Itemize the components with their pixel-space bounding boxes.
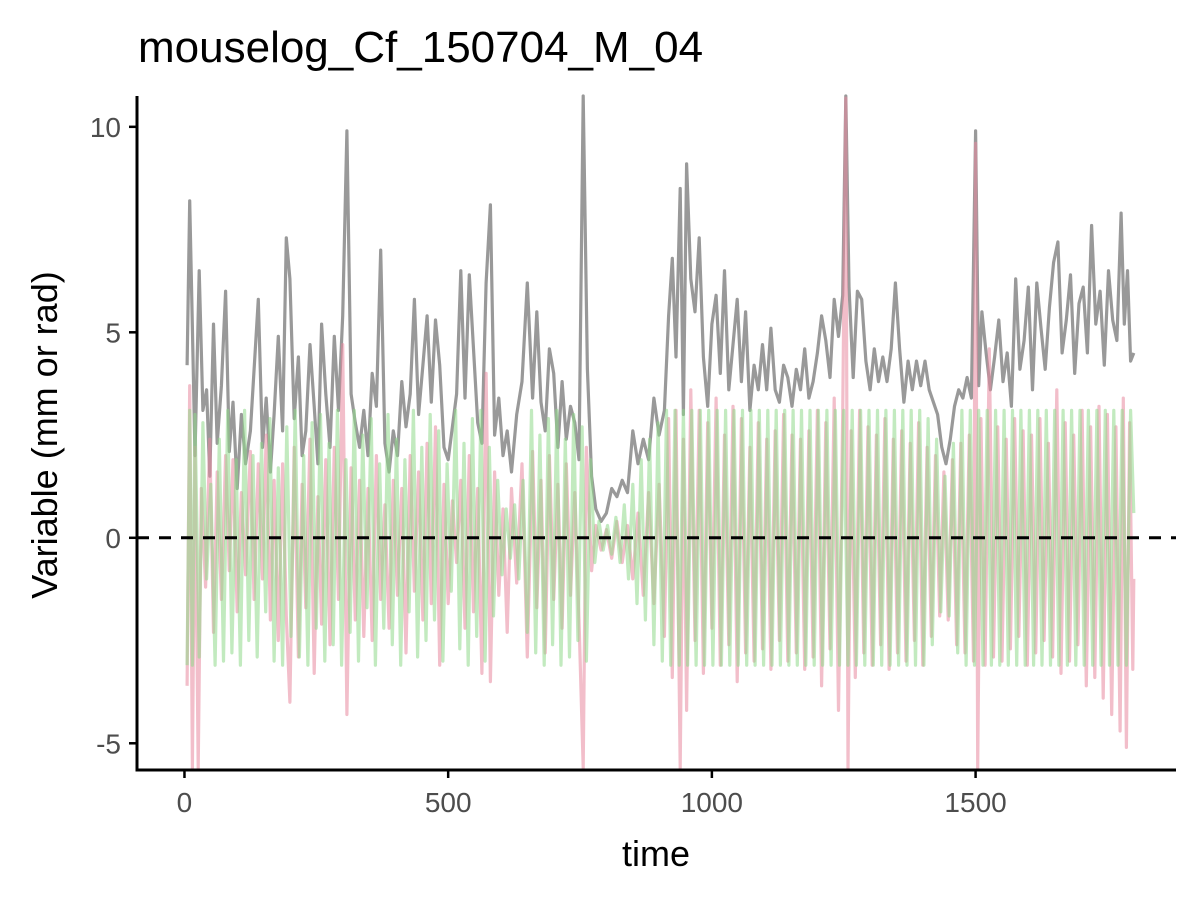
x-tick-label: 1500 — [944, 787, 1006, 818]
y-tick-label: 5 — [105, 317, 121, 348]
series-line-2 — [185, 96, 1136, 770]
axes-layer: 0 500 1000 1500 -5 0 5 10 — [90, 96, 1176, 818]
series-line-1 — [185, 94, 1136, 523]
series-layer — [185, 94, 1136, 770]
x-tick-label: 1000 — [681, 787, 743, 818]
chart-title: mouselog_Cf_150704_M_04 — [138, 23, 703, 72]
x-axis-title: time — [622, 833, 690, 874]
y-tick-label: 10 — [90, 112, 121, 143]
series-line-3 — [185, 408, 1136, 667]
y-tick-label: 0 — [105, 523, 121, 554]
y-tick-label: -5 — [96, 728, 121, 759]
y-axis-title: Variable (mm or rad) — [24, 271, 65, 598]
x-tick-label: 500 — [425, 787, 472, 818]
x-tick-label: 0 — [177, 787, 193, 818]
